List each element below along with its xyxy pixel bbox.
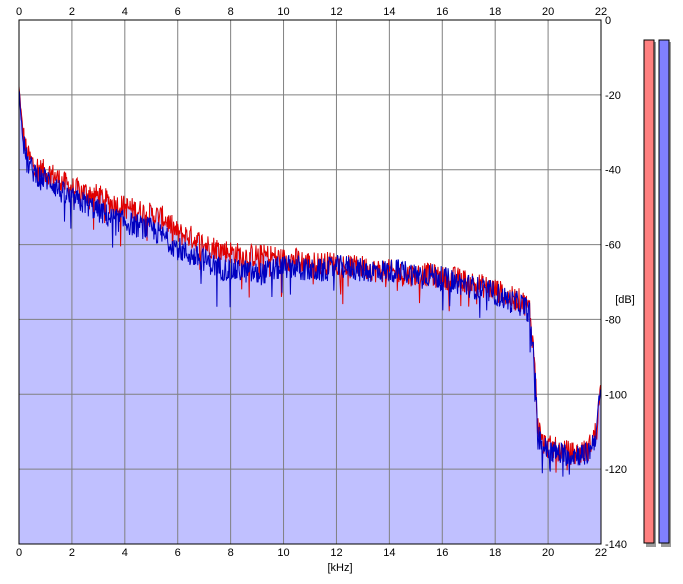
y-tick-label-7: -140	[605, 539, 627, 551]
x-tick-label-top-8: 16	[436, 6, 448, 18]
x-tick-label-top-5: 10	[277, 6, 289, 18]
level-meters	[643, 39, 671, 547]
x-tick-label-bottom-8: 16	[436, 547, 448, 559]
y-tick-label-3: -60	[605, 240, 621, 252]
tick-labels: 002244668810101212141416161818202022220-…	[16, 6, 627, 559]
y-tick-label-6: -120	[605, 464, 627, 476]
x-tick-label-top-0: 0	[16, 6, 22, 18]
plot-border	[18, 19, 602, 545]
x-tick-label-top-2: 4	[122, 6, 128, 18]
x-tick-label-top-1: 2	[69, 6, 75, 18]
x-tick-label-top-7: 14	[383, 6, 395, 18]
y-tick-label-2: -40	[605, 165, 621, 177]
x-tick-label-top-6: 12	[330, 6, 342, 18]
level-meter-left	[643, 39, 655, 544]
x-tick-label-bottom-4: 8	[228, 547, 234, 559]
plot-frame	[18, 19, 602, 545]
x-tick-label-top-10: 20	[542, 6, 554, 18]
x-axis-label: [kHz]	[327, 562, 352, 574]
x-tick-label-bottom-1: 2	[69, 547, 75, 559]
x-tick-label-top-3: 6	[175, 6, 181, 18]
y-tick-label-0: 0	[605, 15, 611, 27]
x-tick-label-bottom-6: 12	[330, 547, 342, 559]
x-tick-label-bottom-7: 14	[383, 547, 395, 559]
x-tick-label-bottom-0: 0	[16, 547, 22, 559]
series-line-1	[18, 90, 602, 477]
x-tick-label-top-9: 18	[489, 6, 501, 18]
x-tick-label-bottom-11: 22	[595, 547, 607, 559]
y-axis-label: [dB]	[615, 294, 635, 306]
series-lines	[18, 86, 602, 477]
x-tick-label-bottom-2: 4	[122, 547, 128, 559]
y-tick-label-1: -20	[605, 90, 621, 102]
y-tick-label-4: -80	[605, 314, 621, 326]
x-tick-label-bottom-9: 18	[489, 547, 501, 559]
y-tick-label-5: -100	[605, 389, 627, 401]
x-tick-label-bottom-3: 6	[175, 547, 181, 559]
level-meter-right	[658, 39, 670, 544]
x-tick-label-bottom-10: 20	[542, 547, 554, 559]
x-tick-label-top-4: 8	[228, 6, 234, 18]
x-tick-label-bottom-5: 10	[277, 547, 289, 559]
x-tick-label-top-11: 22	[595, 6, 607, 18]
